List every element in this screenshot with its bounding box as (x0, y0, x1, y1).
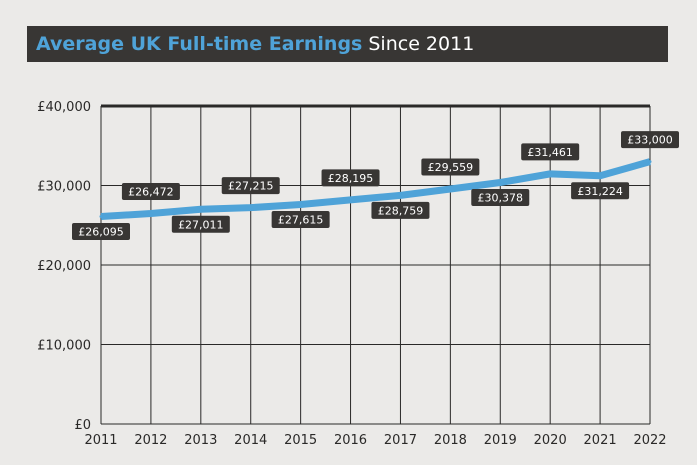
data-label-text: £27,615 (278, 213, 324, 226)
data-label-box (72, 223, 130, 241)
data-label-box (221, 177, 280, 195)
data-label: £31,461 (521, 143, 580, 161)
data-label-text: £33,000 (627, 134, 673, 147)
data-point (548, 172, 552, 176)
data-label-text: £31,461 (527, 146, 573, 159)
data-label: £29,559 (421, 158, 480, 176)
series-line (100, 158, 651, 221)
data-point (249, 206, 253, 210)
data-point (448, 187, 452, 191)
data-point (598, 174, 602, 178)
x-tick-label: 2019 (484, 433, 517, 448)
data-point (349, 198, 353, 202)
data-point (299, 202, 303, 206)
x-tick-label: 2014 (234, 433, 267, 448)
x-tick-label: 2013 (184, 433, 217, 448)
data-label-text: £28,759 (378, 204, 424, 217)
chart-title: Average UK Full-time Earnings (36, 33, 363, 55)
data-point (498, 180, 502, 184)
data-label-text: £27,011 (178, 218, 224, 231)
data-label: £27,615 (271, 210, 330, 228)
data-label-text: £30,378 (478, 191, 524, 204)
x-tick-label: 2012 (134, 433, 167, 448)
y-tick-label: £0 (74, 418, 91, 433)
data-label-box (121, 183, 180, 201)
y-tick-label: £30,000 (37, 180, 91, 195)
x-tick-label: 2017 (384, 433, 417, 448)
data-point (199, 207, 203, 211)
data-label: £31,224 (571, 182, 630, 200)
data-label-box (271, 210, 330, 228)
data-label-box (421, 158, 480, 176)
x-tick-label: 2022 (633, 433, 666, 448)
data-label-box (521, 143, 580, 161)
data-label: £27,011 (171, 215, 230, 233)
data-label-text: £31,224 (577, 185, 623, 198)
y-tick-label: £20,000 (37, 259, 91, 274)
data-label: £30,378 (471, 188, 530, 206)
data-label-text: £28,195 (328, 172, 374, 185)
data-label-box (171, 215, 230, 233)
x-tick-label: 2021 (584, 433, 617, 448)
data-label-text: £26,095 (78, 226, 124, 239)
chart-subtitle: Since 2011 (368, 33, 475, 55)
x-tick-label: 2015 (284, 433, 317, 448)
data-label: £33,000 (621, 131, 679, 149)
data-label: £26,472 (121, 183, 180, 201)
data-label-box (321, 169, 380, 187)
chart-axes: £0 £10,000 £20,000 £30,000 £40,000 2011 2012 20… (37, 100, 666, 448)
data-point (648, 160, 652, 164)
data-point (149, 212, 153, 216)
data-label-text: £26,472 (128, 186, 174, 199)
data-label-text: £27,215 (228, 180, 274, 193)
data-point (99, 215, 103, 219)
x-tick-label: 2018 (434, 433, 467, 448)
data-label: £28,195 (321, 169, 380, 187)
x-tick-label: 2020 (534, 433, 567, 448)
chart-series (99, 158, 652, 221)
chart-title-bar: Average UK Full-time Earnings Since 2011 (27, 26, 668, 62)
data-label-box (621, 131, 679, 149)
x-tick-label: 2011 (84, 433, 117, 448)
y-tick-label: £40,000 (37, 100, 91, 115)
x-tick-label: 2016 (334, 433, 367, 448)
data-label-box (471, 188, 530, 206)
y-tick-label: £10,000 (37, 339, 91, 354)
data-label: £27,215 (221, 177, 280, 195)
data-label-text: £29,559 (428, 161, 474, 174)
chart-data-labels: £26,095 £26,472 £27,011 £27,215 £27,615 £28,1… (72, 131, 679, 241)
data-point (398, 193, 402, 197)
data-label-box (371, 201, 430, 219)
data-label: £26,095 (72, 223, 130, 241)
data-label-box (571, 182, 630, 200)
data-label: £28,759 (371, 201, 430, 219)
